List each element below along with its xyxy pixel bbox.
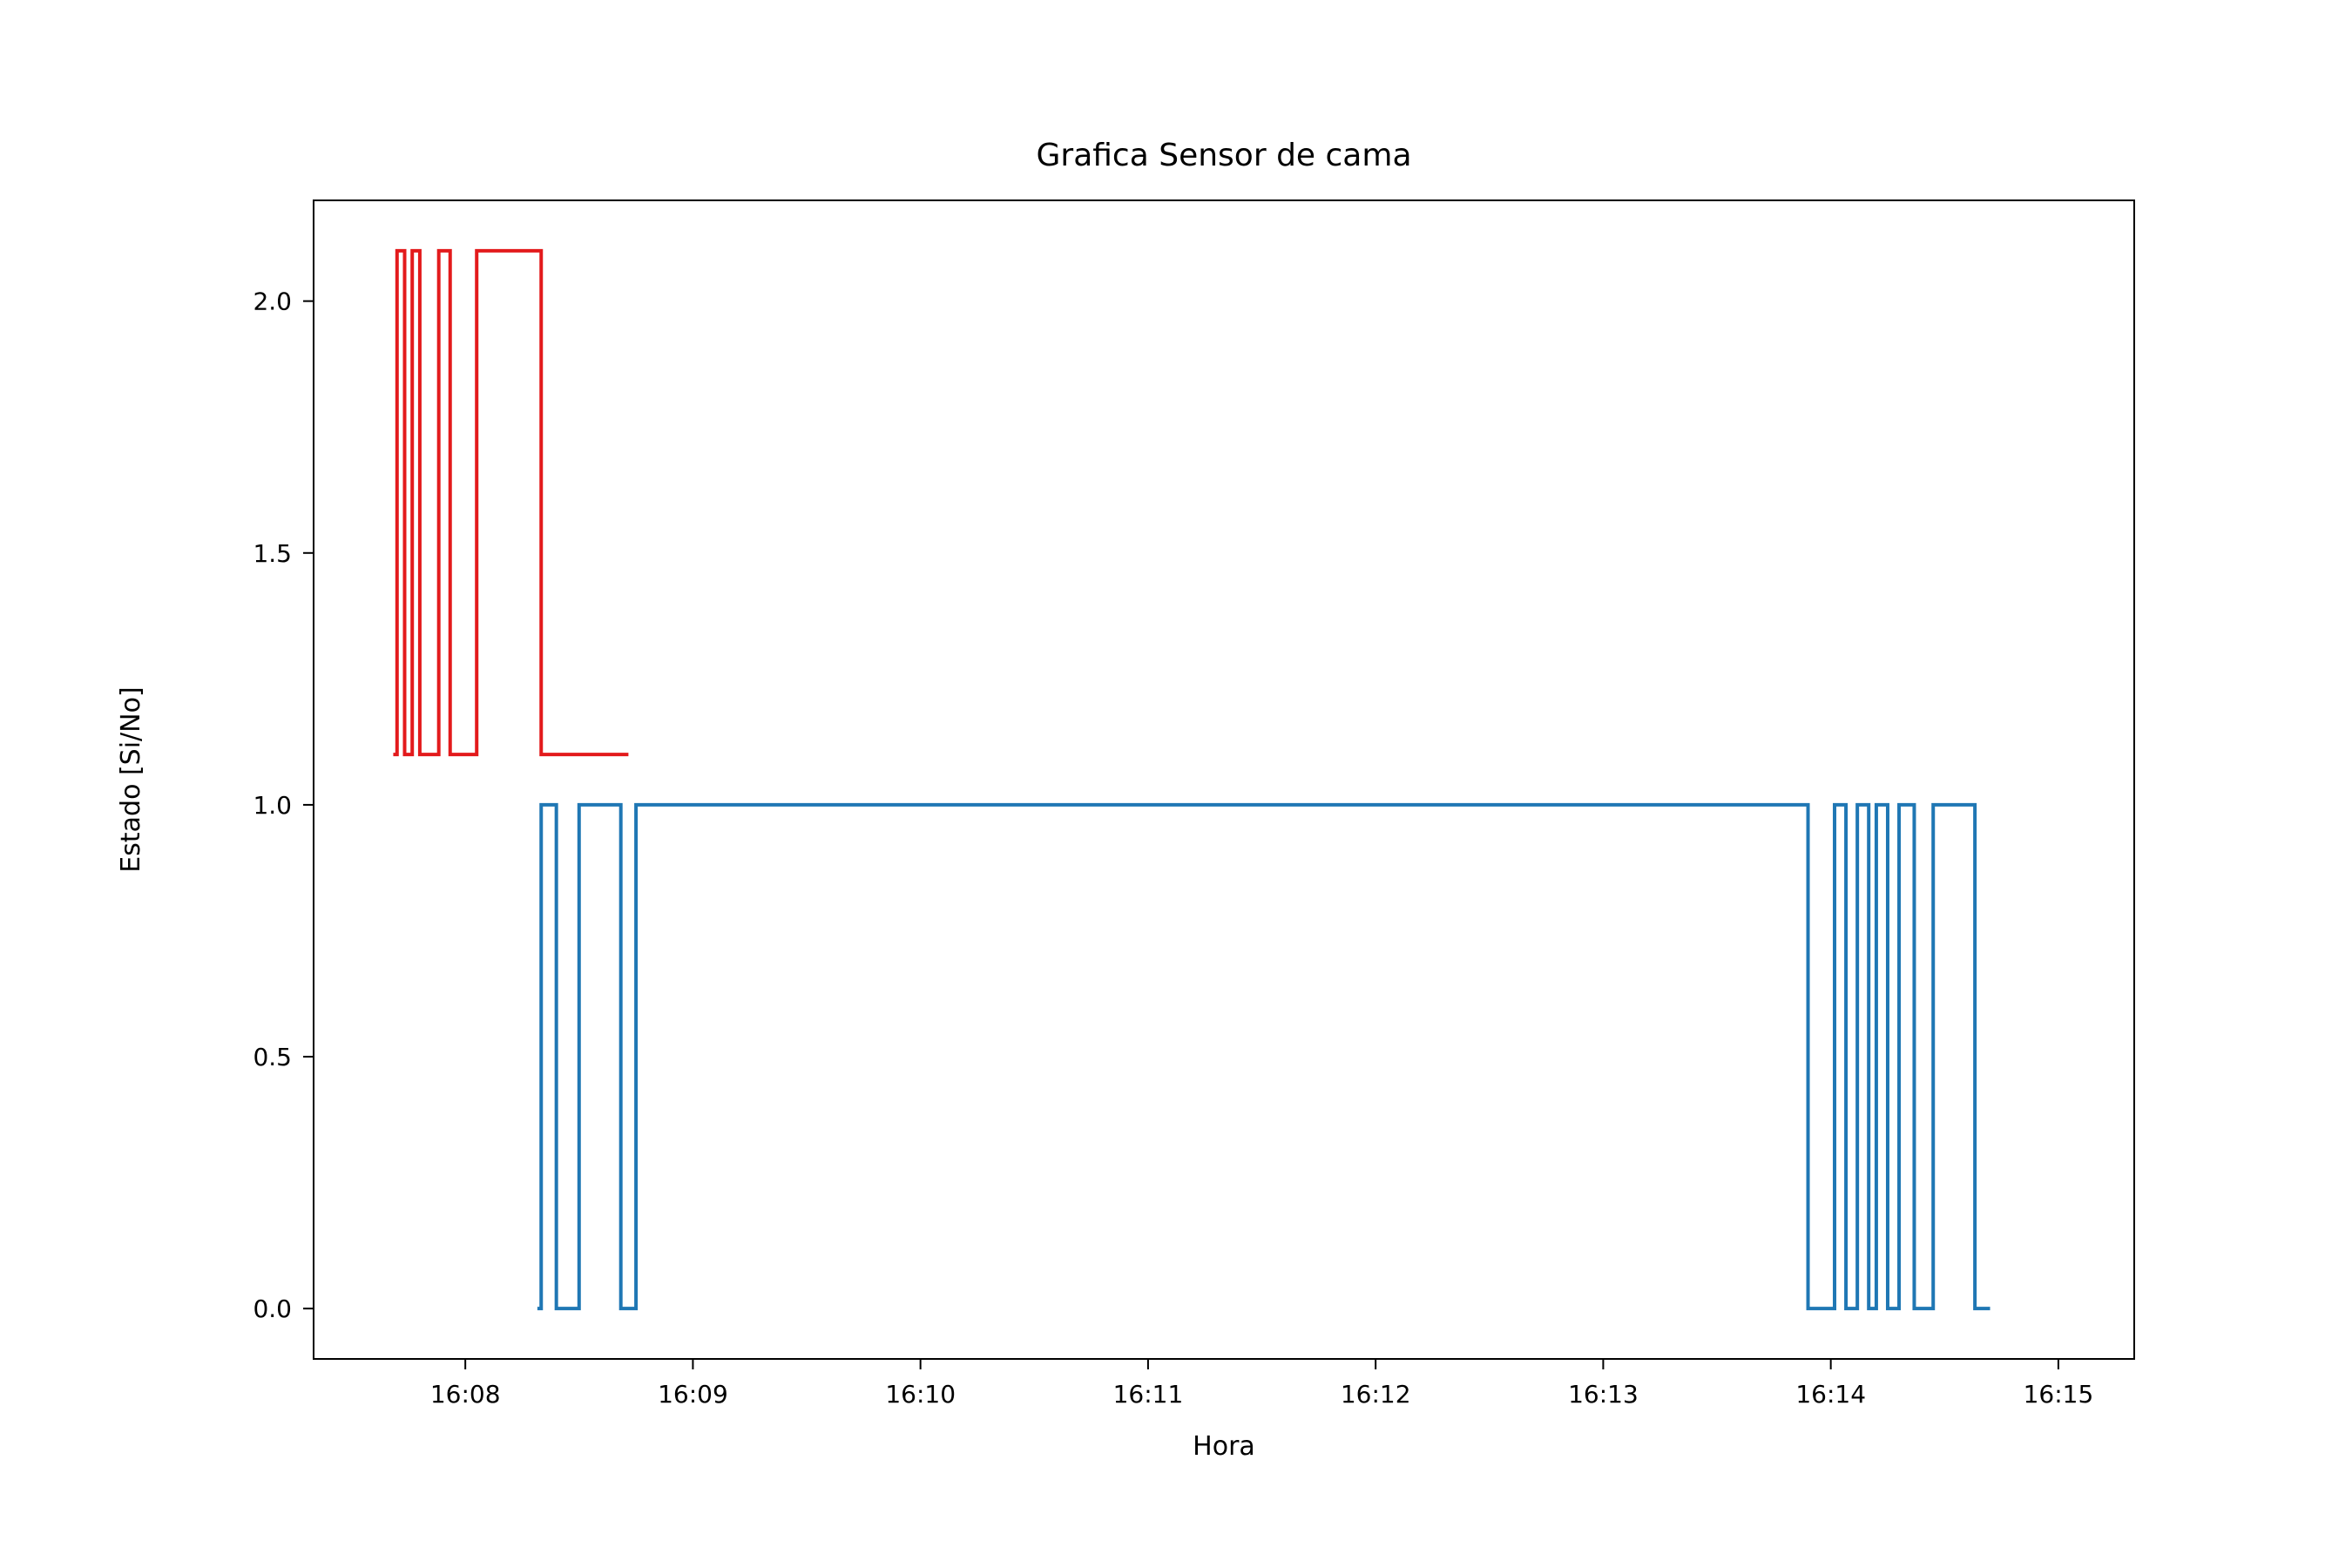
x-tick-label: 16:10 (885, 1380, 956, 1409)
x-tick-label: 16:08 (430, 1380, 501, 1409)
chart-title: Grafica Sensor de cama (1037, 138, 1412, 173)
y-tick-label: 0.0 (253, 1294, 292, 1323)
y-tick-label: 1.0 (253, 791, 292, 820)
x-axis-label: Hora (1193, 1431, 1255, 1462)
x-tick-label: 16:11 (1113, 1380, 1184, 1409)
chart-svg: 16:08 16:09 16:10 16:11 16:12 16:13 16:14 16:15… (0, 0, 2352, 1568)
y-tick-label: 1.5 (253, 539, 292, 568)
y-axis-label: Estado [Si/No] (116, 686, 146, 872)
chart-container: 16:08 16:09 16:10 16:11 16:12 16:13 16:14 16:15… (0, 0, 2352, 1568)
x-tick-label: 16:09 (658, 1380, 728, 1409)
x-tick-label: 16:14 (1795, 1380, 1866, 1409)
y-tick-label: 0.5 (253, 1043, 292, 1071)
x-tick-label: 16:12 (1341, 1380, 1411, 1409)
x-tick-label: 16:15 (2024, 1380, 2094, 1409)
x-tick-label: 16:13 (1568, 1380, 1639, 1409)
chart-background (0, 0, 2352, 1568)
y-tick-label: 2.0 (253, 287, 292, 316)
